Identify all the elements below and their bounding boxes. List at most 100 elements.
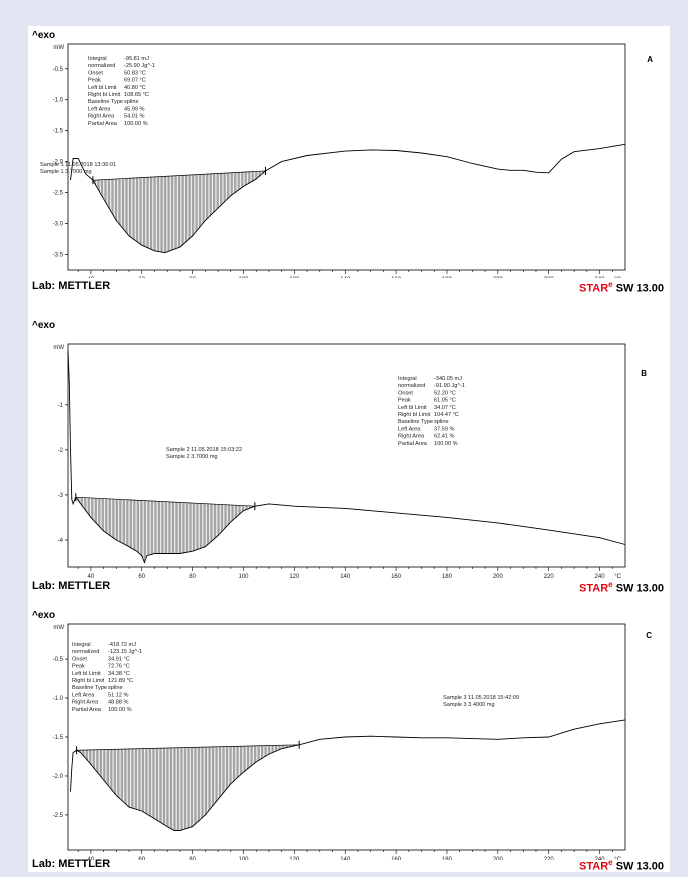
x-tick-label: 120 [289, 574, 300, 578]
baseline-line [92, 170, 266, 181]
result-label: Onset [72, 656, 87, 662]
panel-a: ^exo mW -0.5 -1.0 -1.5 -2.0 -2.5 -3.0 -3.5 40 60 8… [28, 26, 670, 295]
result-value: 52.20 °C [434, 390, 456, 396]
lab-label: Lab: METTLER [32, 858, 111, 870]
x-tick-label: 60 [138, 277, 145, 278]
x-tick-label: 60 [138, 857, 145, 860]
y-tick-label: -1.5 [53, 735, 64, 741]
result-value: 37.59 % [434, 426, 455, 432]
x-tick-label: 180 [442, 277, 453, 278]
x-tick-label: 160 [391, 277, 402, 278]
x-tick-label: 240 [595, 277, 606, 278]
result-value: 51.12 % [108, 692, 129, 698]
y-unit-label: mW [53, 45, 64, 51]
result-label: Peak [398, 398, 411, 404]
result-label: normalized [72, 649, 99, 655]
result-value: 108.65 °C [124, 92, 149, 98]
result-label: Left bl Limit [72, 671, 101, 677]
result-label: Baseline Type [398, 419, 433, 425]
result-label: Right Area [398, 434, 425, 440]
sample-info: Sample 1 3.7000 mg [40, 169, 92, 175]
result-label: Onset [398, 390, 413, 396]
result-label: normalized [398, 383, 425, 389]
plot-frame [67, 43, 626, 271]
x-tick-label: 140 [340, 574, 351, 578]
panel-letter: B [641, 369, 647, 378]
baseline-line [75, 496, 255, 507]
result-value: 34.91 °C [108, 656, 130, 662]
result-label: Peak [88, 78, 101, 84]
y-tick-label: -3.5 [53, 253, 64, 259]
result-label: Left Area [72, 692, 95, 698]
dsc-curve [70, 719, 626, 831]
x-tick-label: 140 [340, 857, 351, 860]
y-tick-label: -3.0 [53, 222, 64, 228]
footer-a: Lab: METTLER STARe SW 13.00 [32, 280, 664, 295]
result-label: normalized [88, 63, 115, 69]
y-tick-label: -0.5 [53, 67, 64, 73]
x-tick-label: 100 [238, 857, 249, 860]
result-value: 100.00 % [108, 707, 132, 713]
result-value: 50.83 °C [124, 70, 146, 76]
sample-info: Sample 2 3.7000 mg [166, 454, 218, 460]
sample-info: Sample 2 11.05.2018 15:03:22 [166, 447, 242, 453]
y-tick-label: -2.5 [53, 191, 64, 197]
y-tick-label: -4 [58, 538, 64, 544]
result-value: -123.15 Jg^-1 [108, 649, 142, 655]
x-tick-label: 40 [88, 574, 95, 578]
result-label: Right bl Limit [398, 412, 431, 418]
result-value: 69.07 °C [124, 78, 146, 84]
panel-c: ^exo mW -0.5 -1.0 -1.5 -2.0 -2.5 40 60 80 100 120 1… [28, 586, 670, 873]
result-value: 104.47 °C [434, 412, 459, 418]
result-label: Integral [398, 376, 417, 382]
x-unit-label: °C [614, 857, 621, 860]
x-tick-label: 200 [493, 857, 504, 860]
software-label: STARe SW 13.00 [579, 280, 664, 295]
x-tick-label: 120 [289, 857, 300, 860]
thermogram-b: mW -1 -2 -3 -4 40 60 80 100 120 140 160 180 200 220 240… [53, 343, 647, 578]
result-label: Left bl Limit [88, 85, 117, 91]
baseline-line [76, 744, 300, 751]
result-value: spline [434, 419, 449, 425]
sample-info: Sample 3 3.4000 mg [443, 702, 495, 708]
x-tick-label: 140 [340, 277, 351, 278]
y-tick-label: -1.5 [53, 129, 64, 135]
result-label: Baseline Type [72, 685, 107, 691]
x-tick-label: 220 [544, 857, 555, 860]
result-value: -95.81 mJ [124, 56, 149, 62]
x-tick-label: 40 [88, 857, 95, 860]
result-label: Left bl Limit [398, 405, 427, 411]
result-value: 121.89 °C [108, 678, 133, 684]
result-value: spline [108, 685, 123, 691]
result-label: Left Area [88, 106, 111, 112]
x-tick-label: 220 [544, 277, 555, 278]
software-label: STARe SW 13.00 [579, 580, 664, 595]
x-tick-label: 100 [238, 574, 249, 578]
exo-label: ^exo [32, 610, 56, 621]
y-tick-label: -1.0 [53, 98, 64, 104]
sample-info: Sample 3 11.05.2018 15:42:09 [443, 695, 519, 701]
y-tick-label: -2 [58, 448, 64, 454]
footer-b: Lab: METTLER STARe SW 13.00 [32, 580, 664, 595]
x-tick-label: 240 [595, 857, 606, 860]
x-tick-label: 180 [442, 857, 453, 860]
y-tick-label: -2.0 [53, 774, 64, 780]
y-tick-label: -1.0 [53, 696, 64, 702]
y-tick-label: -0.5 [53, 657, 64, 663]
result-label: Left Area [398, 426, 421, 432]
result-label: Partial Area [88, 121, 118, 127]
x-tick-label: 160 [391, 574, 402, 578]
result-value: -91.90 Jg^-1 [434, 383, 465, 389]
result-value: 34.38 °C [108, 671, 130, 677]
result-label: Right bl Limit [88, 92, 121, 98]
result-value: 40.80 °C [124, 85, 146, 91]
y-unit-label: mW [53, 345, 64, 351]
x-tick-label: 40 [88, 277, 95, 278]
result-label: Right Area [88, 114, 115, 120]
result-label: Integral [72, 642, 91, 648]
y-tick-label: -2.5 [53, 813, 64, 819]
x-tick-label: 100 [238, 277, 249, 278]
result-value: 100.00 % [434, 441, 458, 447]
result-value: 100.00 % [124, 121, 148, 127]
dsc-curve [70, 143, 626, 254]
